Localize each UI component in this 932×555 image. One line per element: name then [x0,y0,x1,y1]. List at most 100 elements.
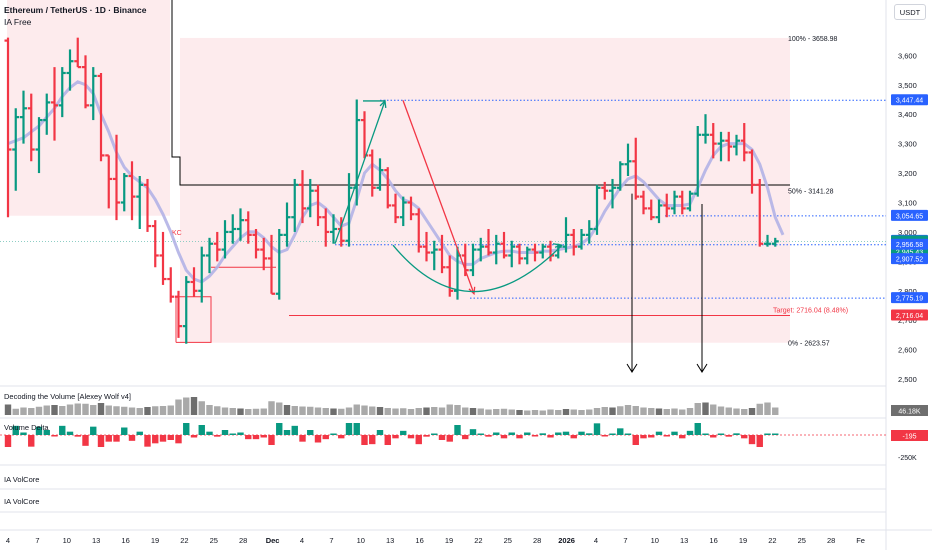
price-tag-label: 2,956.58 [896,242,923,249]
ohlc-bar [198,246,206,303]
y-tick-label: 2,500 [898,375,917,384]
volume-bar [97,403,105,415]
volume-bar [276,402,283,415]
volume-bar [609,407,616,415]
volume-bar [562,409,570,415]
delta-bar [252,435,260,440]
volume-bar [183,397,190,415]
ohlc-bar [733,134,740,156]
delta-bar [679,435,686,439]
volume-bar [655,408,663,415]
ohlc-bar [291,178,299,232]
delta-bar [640,435,647,439]
volume-bar [671,408,678,415]
delta-bar [531,435,539,437]
volume-bar [500,408,508,415]
delta-bar [291,425,298,435]
y-tick-label: 3,400 [898,110,917,119]
delta-bar [663,435,670,437]
delta-bar [717,433,725,435]
volume-bar [601,407,608,415]
y-tick-label: 3,100 [898,199,917,208]
drawn-box [175,296,212,343]
delta-bar [500,435,508,439]
delta-bar [400,430,407,435]
ohlc-bar [182,276,190,344]
y-tick-label: 3,300 [898,140,917,149]
ohlc-bar [175,290,182,338]
volume-bar [516,410,523,415]
ohlc-bar [113,134,120,221]
price-tag [891,253,928,265]
delta-bar [446,435,453,442]
volume-bar [221,407,229,415]
volume-bar [648,408,655,415]
delta-bar [82,435,89,446]
delta-bar [632,435,639,445]
x-tick-label: 28 [827,536,835,545]
volume-bar [206,405,213,415]
delta-bar [392,435,399,439]
fib-zone [180,37,790,343]
ohlc-bar [438,234,446,274]
ohlc-bar [190,267,198,297]
ohlc-bar [229,214,237,244]
x-tick-label: Fe [856,536,865,545]
volume-bar [136,408,143,415]
volume-bar [35,406,43,415]
volume-bar [4,404,12,415]
volume-bar [20,407,27,415]
ohlc-bar [756,178,764,247]
x-tick-label: 28 [239,536,247,545]
indicator-label: IA Free [4,17,32,27]
delta-bar [260,435,267,438]
delta-bar [4,435,12,447]
ohlc-bar [105,154,113,209]
delta-bar [648,435,655,438]
ohlc-bar [82,55,89,109]
ohlc-bar [12,108,20,191]
ohlc-bar [299,170,306,224]
ohlc-bar [4,37,12,218]
volume-bar [314,407,322,415]
delta-bar [741,435,748,439]
volume-bar [330,408,337,415]
delta-tag [891,430,928,441]
delta-bar [97,435,105,447]
volume-bar [113,406,120,415]
volume-bar [454,405,461,415]
delta-bar [28,435,35,447]
x-tick-label: 13 [92,536,100,545]
ohlc-bar [562,217,570,253]
level-label: Target: 2716.04 (8.48%) [773,308,848,315]
currency-badge[interactable]: USDT [894,4,926,20]
delta-bar [578,431,585,435]
kc-label: KC [172,230,182,237]
delta-bar [384,435,391,445]
volcore-pane-title: IA VolCore [4,475,39,484]
volume-bar [663,409,670,415]
ohlc-bar [516,243,523,265]
delta-bar [562,431,570,435]
delta-bar [469,429,477,435]
delta-bar [322,435,329,440]
volume-tag-label: 46.18K [898,409,921,416]
volume-bar [717,406,725,415]
volume-bar [128,407,136,415]
ohlc-bar [20,90,27,144]
ohlc-bar [523,246,531,265]
x-tick-label: 19 [445,536,453,545]
x-tick-label: 10 [651,536,659,545]
delta-bar [431,433,438,435]
x-tick-label: 16 [709,536,717,545]
volume-bar [702,402,709,415]
ohlc-bar [345,173,353,247]
ohlc-bar [500,231,508,259]
ohlc-bar [27,93,35,162]
ohlc-bar [539,243,547,259]
delta-bar [245,435,252,440]
delta-bar [655,431,663,435]
y-tick-label: 2,600 [898,346,917,355]
